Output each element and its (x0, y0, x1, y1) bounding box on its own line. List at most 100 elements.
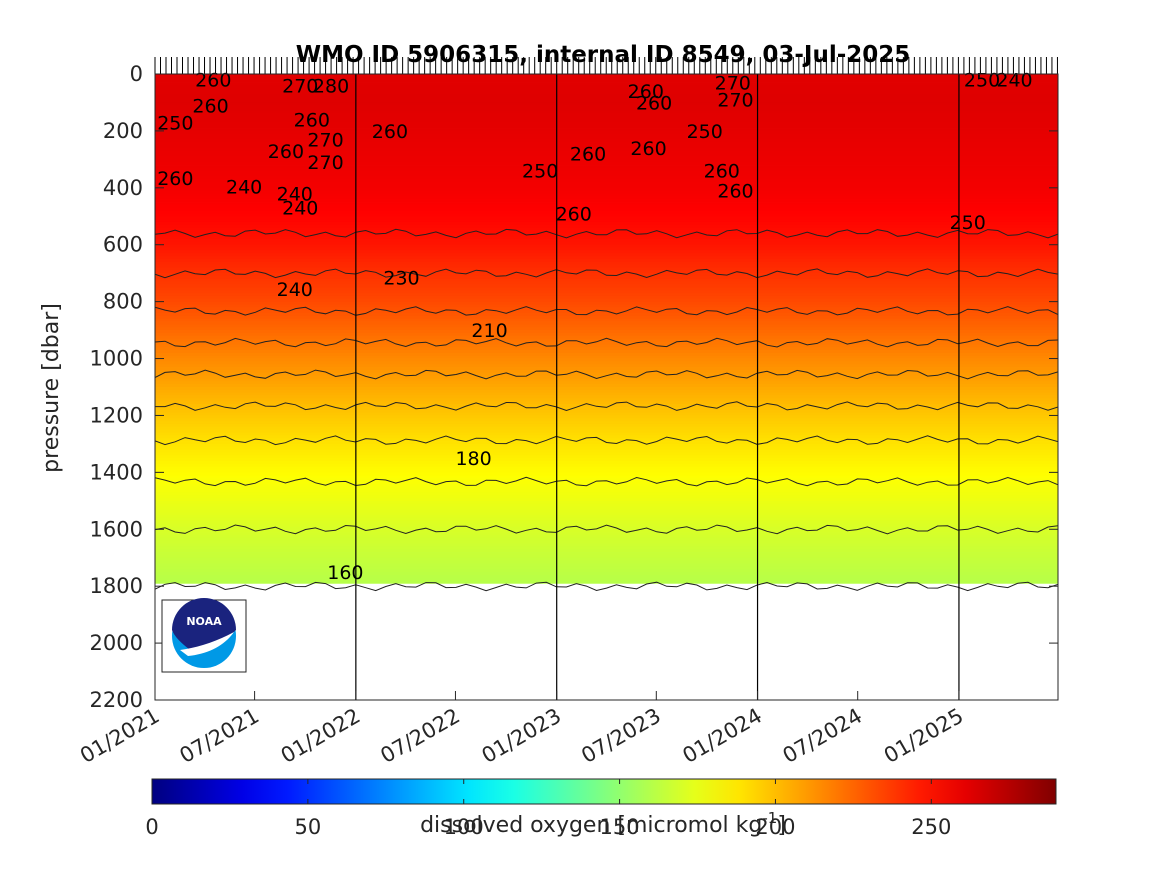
heatmap-band (155, 298, 1058, 303)
x-tick-label: 01/2024 (678, 704, 766, 768)
heatmap-band (155, 261, 1058, 266)
heatmap-band (155, 284, 1058, 288)
x-tick-label: 01/2025 (880, 704, 968, 768)
heatmap-band (155, 196, 1058, 200)
heatmap-band (155, 395, 1058, 399)
x-tick-label: 07/2022 (376, 704, 464, 768)
heatmap-band (155, 321, 1058, 325)
heatmap-band (155, 79, 1058, 83)
heatmap-band (155, 549, 1058, 553)
heatmap-band (155, 221, 1058, 226)
contour-label: 180 (455, 448, 491, 470)
heatmap-band (155, 497, 1058, 502)
heatmap-band (155, 495, 1058, 499)
contour-label: 260 (704, 161, 740, 183)
heatmap-band (155, 76, 1058, 81)
heatmap-band (155, 466, 1058, 470)
heatmap-band (155, 327, 1058, 331)
heatmap-band (155, 199, 1058, 203)
heatmap-band (155, 389, 1058, 394)
y-tick-label: 2000 (90, 631, 143, 655)
heatmap-band (155, 176, 1058, 180)
y-tick-label: 1000 (90, 347, 143, 371)
x-tick-label: 01/2021 (76, 704, 164, 768)
heatmap-band (155, 142, 1058, 146)
contour-label: 160 (327, 562, 363, 584)
heatmap-band (155, 210, 1058, 214)
colorbar-label-exponent: -1 (762, 809, 777, 827)
heatmap-band (155, 85, 1058, 89)
colorbar (151, 778, 1057, 805)
heatmap-band (155, 315, 1058, 320)
heatmap-band (155, 580, 1058, 584)
heatmap-band (155, 216, 1058, 220)
colorbar-label: dissolved oxygen [micromol kg-1] (420, 809, 786, 838)
heatmap-band (155, 253, 1058, 257)
heatmap-band (155, 483, 1058, 487)
contour-label: 260 (268, 141, 304, 163)
heatmap-band (155, 375, 1058, 379)
heatmap-band (155, 526, 1058, 530)
y-tick-label: 1200 (90, 403, 143, 427)
heatmap-band (155, 258, 1058, 263)
contour-label: 230 (383, 267, 419, 289)
heatmap-band (155, 108, 1058, 112)
y-axis-label: pressure [dbar] (39, 303, 64, 473)
contour-line (155, 476, 1058, 487)
heatmap-band (155, 455, 1058, 459)
heatmap-band (155, 574, 1058, 579)
heatmap-band (155, 552, 1058, 556)
heatmap-band (155, 344, 1058, 348)
heatmap-band (155, 361, 1058, 365)
heatmap-band (155, 537, 1058, 542)
heatmap-band (155, 224, 1058, 229)
heatmap-band (155, 355, 1058, 359)
heatmap-band (155, 341, 1058, 345)
heatmap-band (155, 182, 1058, 186)
contour-label: 260 (294, 110, 330, 132)
noaa-logo: NOAA (161, 598, 247, 673)
heatmap-band (155, 156, 1058, 160)
heatmap-band (155, 347, 1058, 351)
x-tick-label: 01/2023 (478, 704, 566, 768)
contour-line (155, 268, 1058, 279)
heatmap-band (155, 290, 1058, 294)
heatmap-band (155, 167, 1058, 172)
colorbar-tick-label: 100 (444, 815, 484, 839)
contour-line (155, 435, 1058, 446)
contour-label: 270 (282, 75, 318, 97)
heatmap-band (155, 569, 1058, 573)
heatmap-band (155, 310, 1058, 314)
heatmap-band (155, 520, 1058, 524)
contour-label: 270 (715, 73, 751, 95)
contour-label: 270 (307, 152, 343, 174)
heatmap-band (155, 423, 1058, 428)
colorbar-tick-label: 150 (600, 815, 640, 839)
heatmap-band (155, 435, 1058, 439)
heatmap-band (155, 147, 1058, 152)
heatmap-band (155, 472, 1058, 476)
heatmap-field (155, 74, 1058, 584)
heatmap-band (155, 236, 1058, 240)
heatmap-band (155, 213, 1058, 217)
heatmap-band (155, 74, 1058, 78)
heatmap-band (155, 557, 1058, 561)
heatmap-band (155, 378, 1058, 382)
heatmap-band (155, 409, 1058, 414)
heatmap-band (155, 264, 1058, 268)
y-tick-label: 1600 (90, 517, 143, 541)
heatmap-band (155, 256, 1058, 260)
heatmap-band (155, 244, 1058, 248)
contour-label: 260 (192, 95, 228, 117)
x-tick-label: 07/2024 (779, 704, 867, 768)
colorbar-ticks: 0 50 100 150 200 250 (145, 779, 951, 839)
y-tick-label: 800 (103, 290, 143, 314)
heatmap-band (155, 162, 1058, 166)
contour-label: 260 (556, 203, 592, 225)
contour-label: 280 (313, 75, 349, 97)
heatmap-band (155, 449, 1058, 453)
heatmap-band (155, 463, 1058, 468)
heatmap-band (155, 125, 1058, 129)
heatmap-band (155, 133, 1058, 137)
